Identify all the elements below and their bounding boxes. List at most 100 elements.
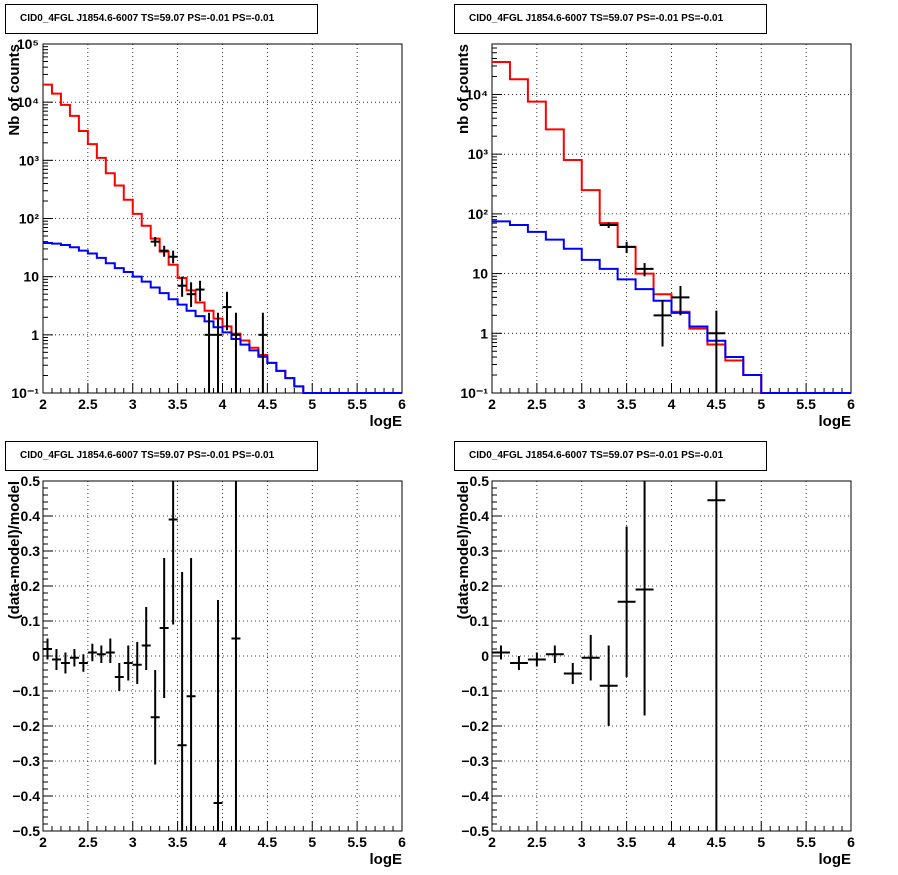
pad-counts-coarse: CID0_4FGL J1854.6-6007 TS=59.07 PS=-0.01… — [449, 0, 898, 437]
residual-point — [78, 654, 88, 672]
x-tick-label: 2 — [488, 396, 496, 412]
residual-point — [168, 481, 178, 625]
data-point — [222, 291, 232, 331]
plot-title: CID0_4FGL J1854.6-6007 TS=59.07 PS=-0.01… — [5, 4, 318, 34]
x-tick-label: 3 — [129, 396, 137, 412]
y-tick-label: −0.5 — [12, 823, 40, 839]
y-axis-label: nb of counts — [455, 44, 472, 134]
data-point — [213, 312, 223, 393]
x-tick-label: 4.5 — [258, 834, 278, 850]
residual-point — [96, 645, 106, 663]
y-tick-label: −0.2 — [461, 718, 489, 734]
model-histogram — [43, 241, 402, 394]
residual-point — [707, 481, 726, 831]
y-tick-label: 1 — [480, 325, 488, 341]
residual-point — [492, 645, 510, 660]
residual-point — [150, 670, 160, 765]
residual-point — [141, 607, 151, 670]
model-histogram — [492, 220, 851, 394]
y-tick-label: −0.4 — [12, 788, 40, 804]
x-tick-label: 5 — [757, 396, 765, 412]
data-point — [707, 310, 726, 393]
residual-point — [527, 652, 546, 667]
y-axis-label: (data-model)/model — [455, 481, 472, 619]
data-point — [653, 300, 672, 347]
y-tick-label: 10³ — [19, 152, 40, 168]
y-tick-label: 10⁻¹ — [11, 385, 39, 401]
x-tick-label: 5.5 — [796, 834, 816, 850]
x-tick-label: 5.5 — [796, 396, 816, 412]
residual-point — [635, 481, 654, 716]
y-tick-label: 0.2 — [470, 578, 490, 594]
x-tick-label: 2.5 — [78, 834, 98, 850]
y-tick-label: −0.3 — [12, 753, 40, 769]
x-tick-label: 6 — [847, 396, 855, 412]
residual-point — [114, 663, 124, 691]
residual-point — [123, 645, 133, 681]
y-tick-label: 10⁴ — [466, 86, 489, 102]
residual-point — [231, 481, 241, 831]
y-tick-label: 10² — [468, 206, 489, 222]
x-tick-label: 5.5 — [347, 396, 367, 412]
residual-point — [581, 635, 600, 681]
residual-point — [159, 558, 169, 698]
x-tick-label: 6 — [847, 834, 855, 850]
residual-point — [599, 645, 618, 726]
y-tick-label: 0.1 — [21, 613, 41, 629]
pad-counts-fine: CID0_4FGL J1854.6-6007 TS=59.07 PS=-0.01… — [0, 0, 449, 437]
x-tick-label: 3 — [578, 834, 586, 850]
x-tick-label: 2 — [39, 834, 47, 850]
residual-point — [177, 572, 187, 831]
x-tick-label: 4 — [219, 396, 227, 412]
model-histogram — [43, 83, 402, 394]
residual-point — [105, 638, 115, 663]
x-tick-label: 3.5 — [168, 396, 188, 412]
y-tick-label: 0 — [481, 648, 489, 664]
x-tick-label: 2 — [488, 834, 496, 850]
data-point — [159, 245, 169, 257]
y-tick-label: 0 — [32, 648, 40, 664]
y-tick-label: 1 — [31, 327, 39, 343]
residual-point — [69, 649, 79, 667]
x-tick-label: 3.5 — [168, 834, 188, 850]
y-tick-label: 0.5 — [21, 473, 41, 489]
residual-point — [132, 642, 142, 684]
residual-point — [51, 649, 61, 670]
y-tick-label: −0.4 — [461, 788, 489, 804]
x-axis-label: logE — [370, 413, 403, 430]
plot-counts-coarse: 2 2.5 3 3.5 4 4.5 5 5.5 6 10⁻¹ 1 10 10² 10³ 10⁴ logE nb … — [455, 43, 855, 430]
x-axis-label: logE — [370, 851, 403, 868]
x-tick-label: 4.5 — [258, 396, 278, 412]
data-point — [231, 312, 241, 393]
residual-point — [186, 558, 196, 831]
x-tick-label: 6 — [398, 834, 406, 850]
residual-point — [545, 645, 564, 663]
x-axis-label: logE — [819, 413, 852, 430]
x-tick-label: 5 — [308, 834, 316, 850]
x-axis-label: logE — [819, 851, 852, 868]
y-tick-label: 0.3 — [21, 543, 41, 559]
data-point — [258, 312, 268, 393]
y-tick-label: −0.1 — [12, 683, 40, 699]
x-tick-label: 6 — [398, 396, 406, 412]
residual-point — [509, 656, 528, 670]
data-point — [186, 282, 196, 308]
residual-point — [563, 663, 582, 684]
data-point — [671, 285, 690, 316]
x-tick-label: 3.5 — [617, 834, 637, 850]
x-tick-label: 3.5 — [617, 396, 637, 412]
y-tick-label: 10³ — [468, 146, 489, 162]
x-tick-label: 2 — [39, 396, 47, 412]
y-tick-label: 10 — [472, 266, 488, 282]
data-point — [204, 312, 214, 393]
y-tick-label: 0.3 — [470, 543, 490, 559]
pad-residuals-fine: CID0_4FGL J1854.6-6007 TS=59.07 PS=-0.01… — [0, 437, 449, 875]
plot-residuals-coarse: 2 2.5 3 3.5 4 4.5 5 5.5 6 −0.5 −0.4 −0.3 −0.2 −0.1 0 0.… — [455, 473, 855, 868]
residual-point — [213, 600, 223, 831]
y-tick-label: 0.5 — [470, 473, 490, 489]
x-tick-label: 4 — [668, 396, 676, 412]
y-tick-label: 0.2 — [21, 578, 41, 594]
x-tick-label: 3 — [129, 834, 137, 850]
data-point — [195, 280, 205, 302]
y-tick-label: −0.2 — [12, 718, 40, 734]
